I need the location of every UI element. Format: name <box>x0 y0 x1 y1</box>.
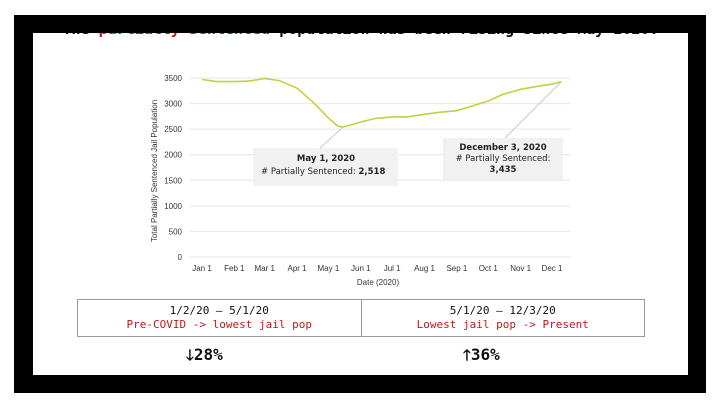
x-tick-label: Mar 1 <box>254 264 275 273</box>
callouts <box>253 81 563 186</box>
stats-range-right: 5/1/20 – 12/3/20 <box>449 304 556 317</box>
x-tick-label: Dec 1 <box>542 264 563 273</box>
x-axis-label: Date (2020) <box>357 278 400 287</box>
stats-desc-left: Pre-COVID -> lowest jail pop <box>126 318 312 331</box>
y-tick-label: 2000 <box>164 151 182 160</box>
x-tick-label: Jul 1 <box>384 264 401 273</box>
change-left: 🡓28% <box>186 345 223 370</box>
y-tick-label: 1500 <box>164 176 182 185</box>
x-tick-label: Apr 1 <box>288 264 308 273</box>
annotation-label-may: # Partially Sentenced: 2,518 <box>261 167 385 177</box>
y-axis-label: Total Partially Sentenced Jail Populatio… <box>150 100 159 242</box>
x-tick-label: Nov 1 <box>510 264 531 273</box>
stats-cell-right: 5/1/20 – 12/3/20 Lowest jail pop -> Pres… <box>360 300 645 336</box>
stats-cell-left: 1/2/20 – 5/1/20 Pre-COVID -> lowest jail… <box>78 300 361 336</box>
x-tick-label: Aug 1 <box>414 264 435 273</box>
up-arrow-icon: 🡑 <box>463 346 471 364</box>
title-clip-bar <box>33 15 688 33</box>
x-tick-label: Feb 1 <box>224 264 245 273</box>
stats-table: 1/2/20 – 5/1/20 Pre-COVID -> lowest jail… <box>77 299 645 337</box>
change-right: 🡑36% <box>463 345 500 370</box>
line-chart: 0 500 1000 1500 2000 2500 3000 3500 Jan 1 Feb 1 M… <box>150 74 570 287</box>
change-left-value: 28% <box>193 345 223 364</box>
callout-leader-dec <box>504 81 562 139</box>
annotation-value-dec: 3,435 <box>490 165 517 175</box>
x-tick-label: Oct 1 <box>479 264 499 273</box>
y-tick-label: 2500 <box>164 125 182 134</box>
x-tick-labels: Jan 1 Feb 1 Mar 1 Apr 1 May 1 Jun 1 Jul 1 Aug 1… <box>192 264 563 273</box>
y-tick-label: 3000 <box>164 100 182 109</box>
down-arrow-icon: 🡓 <box>186 346 194 364</box>
y-tick-label: 3500 <box>164 74 182 83</box>
annotations: May 1, 2020 # Partially Sentenced: 2,518 D… <box>261 143 550 177</box>
y-tick-labels: 0 500 1000 1500 2000 2500 3000 3500 <box>164 74 182 262</box>
callout-leader-may <box>319 126 344 149</box>
stats-range-left: 1/2/20 – 5/1/20 <box>169 304 269 317</box>
annotation-title-dec: December 3, 2020 <box>459 143 546 153</box>
annotation-title-may: May 1, 2020 <box>297 154 355 164</box>
callout-box-may <box>253 148 398 186</box>
annotation-value-may: 2,518 <box>358 167 385 177</box>
x-tick-label: May 1 <box>318 264 340 273</box>
y-tick-label: 500 <box>169 227 183 236</box>
callout-box-dec <box>443 138 563 180</box>
chart-grid <box>190 77 570 258</box>
x-tick-label: Jun 1 <box>351 264 371 273</box>
change-right-value: 36% <box>470 345 500 364</box>
x-tick-label: Jan 1 <box>192 264 212 273</box>
annotation-label-dec: # Partially Sentenced: <box>456 154 551 164</box>
stats-desc-right: Lowest jail pop -> Present <box>416 318 589 331</box>
y-tick-label: 1000 <box>164 202 182 211</box>
series-line <box>201 77 562 128</box>
x-tick-label: Sep 1 <box>446 264 467 273</box>
y-tick-label: 0 <box>178 253 183 262</box>
